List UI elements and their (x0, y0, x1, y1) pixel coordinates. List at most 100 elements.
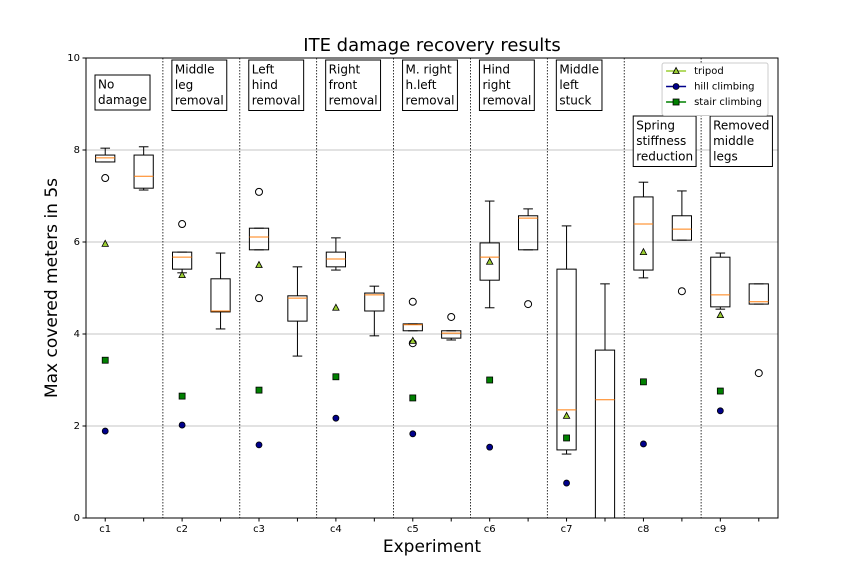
annotation-text: left (559, 78, 579, 92)
annotation-text: Hind (482, 62, 510, 76)
marker (101, 427, 109, 435)
legend-label: stair climbing (694, 97, 762, 108)
legend-marker (672, 66, 680, 74)
box-plot (364, 285, 385, 337)
x-tick-label: c6 (484, 524, 496, 535)
annotation-box (248, 59, 305, 111)
box (364, 292, 385, 312)
legend-label: tripod (694, 66, 724, 77)
x-tick-label: c7 (561, 524, 573, 535)
annotation-box (478, 59, 535, 111)
box-plot (133, 146, 154, 191)
annotation-text: right (482, 78, 510, 92)
box-plot (287, 266, 308, 357)
box (133, 154, 154, 189)
box (95, 154, 116, 163)
marker (101, 356, 109, 364)
box (210, 278, 231, 313)
annotation-text: Spring (636, 118, 675, 132)
box (402, 323, 423, 332)
annotation-text: stiffness (636, 134, 686, 148)
box-plot (748, 283, 769, 378)
box (748, 283, 769, 305)
marker (101, 239, 110, 247)
flier (447, 312, 456, 321)
x-tick-label: c9 (714, 524, 726, 535)
marker (178, 392, 186, 400)
x-tick-label: c4 (330, 524, 342, 535)
box-plot (248, 187, 270, 303)
flier (178, 220, 187, 229)
marker (409, 430, 417, 438)
legend: tripod hill climbing stair climbing (661, 62, 769, 116)
chart-title: ITE damage recovery results (303, 35, 560, 56)
annotation-text: Middle (559, 62, 599, 76)
marker (408, 336, 417, 344)
box (633, 196, 654, 271)
box (248, 227, 270, 251)
annotation-text: stuck (559, 93, 591, 107)
legend-box (661, 62, 769, 116)
marker (716, 310, 725, 319)
annotation-text: h.left (406, 78, 437, 92)
marker (332, 373, 340, 381)
annotation-text: No (98, 77, 114, 91)
box (710, 256, 731, 308)
box-plot (441, 312, 462, 341)
marker (639, 247, 648, 256)
annotation-box (402, 59, 458, 111)
annotation-text: hind (252, 78, 278, 92)
annotation-box (709, 115, 773, 167)
annotation-text: Left (252, 62, 275, 76)
marker (332, 414, 340, 422)
marker (562, 411, 571, 419)
x-tick-label: c5 (407, 524, 419, 535)
annotation-text: middle (713, 134, 754, 148)
annotation-text: leg (175, 78, 193, 92)
box-plot (95, 147, 116, 183)
annotation-text: reduction (636, 149, 693, 163)
annotation-text: damage (98, 93, 147, 107)
flier (101, 174, 110, 183)
annotation-box (632, 115, 697, 167)
marker (716, 387, 724, 395)
marker (332, 303, 340, 311)
box (518, 215, 539, 251)
flier (255, 294, 263, 303)
marker (178, 421, 186, 429)
legend-marker (672, 98, 680, 106)
annotation-text: Right (329, 62, 361, 76)
box-plot (479, 200, 500, 309)
x-tick-label: c1 (99, 524, 111, 535)
box (287, 295, 308, 322)
box-plot (556, 225, 577, 455)
annotation-box (555, 59, 603, 111)
box-plot (210, 252, 231, 330)
legend-marker (672, 83, 680, 90)
annotation-text: removal (329, 93, 378, 107)
legend-label: hill climbing (694, 82, 754, 93)
marker (255, 441, 263, 449)
y-tick-label: 6 (74, 237, 80, 248)
flier (677, 287, 686, 296)
annotation: No damage (94, 74, 151, 111)
box-plot (325, 237, 346, 271)
marker (485, 257, 494, 265)
box-plot (633, 181, 654, 279)
x-tick-label: c8 (638, 524, 650, 535)
flier (754, 369, 763, 378)
marker (716, 407, 724, 415)
marker (640, 378, 647, 386)
y-tick-label: 8 (74, 145, 80, 156)
annotation-text: front (329, 78, 358, 92)
y-tick-label: 4 (74, 329, 80, 340)
box (479, 242, 500, 281)
annotation-box (171, 59, 228, 111)
y-axis-label: Max covered meters in 5s (42, 178, 62, 398)
